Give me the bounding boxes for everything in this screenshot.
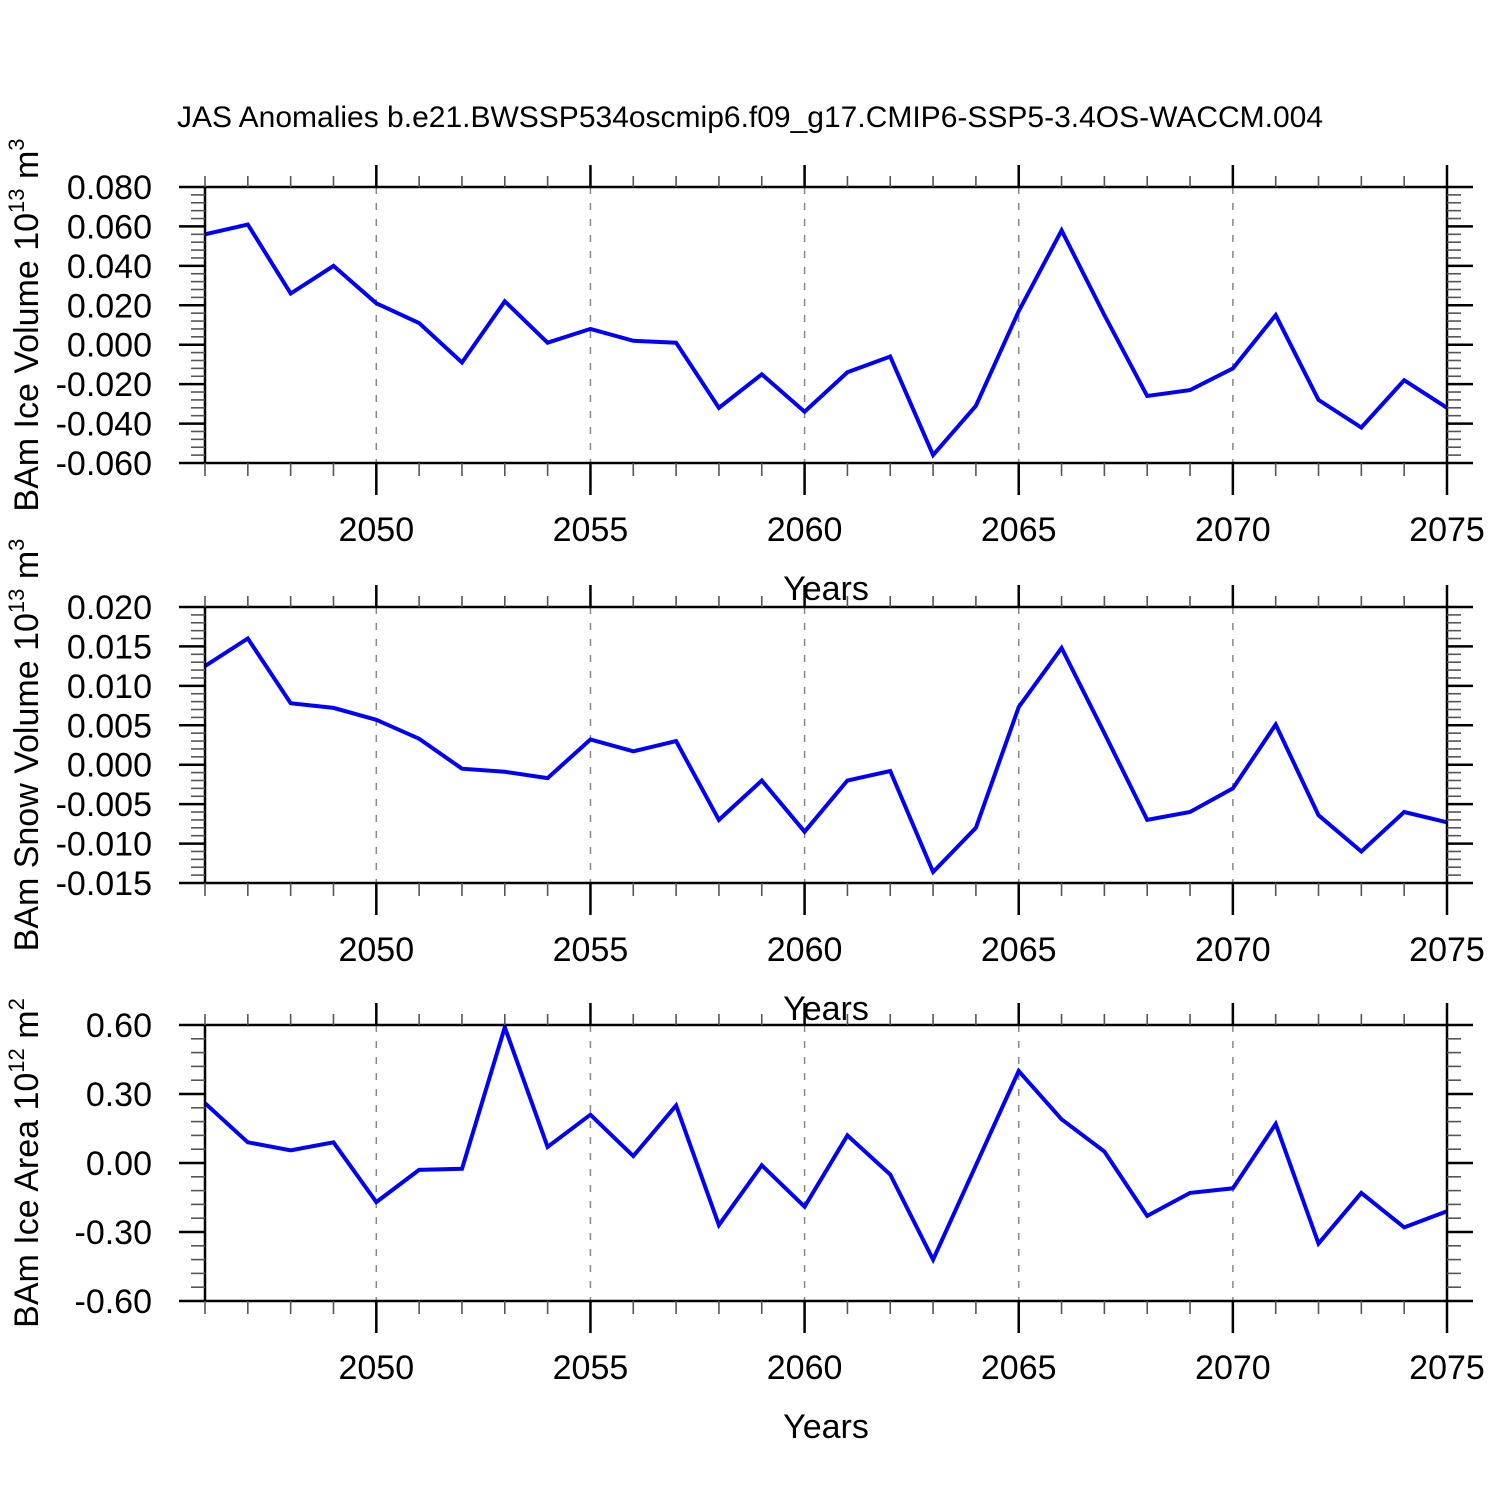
y-tick-label: 0.060 [67,208,152,246]
y-tick-label: -0.30 [75,1214,153,1252]
x-tick-label: 2055 [553,511,629,549]
y-tick-label: 0.015 [67,628,152,666]
y-tick-label: 0.020 [67,287,152,325]
y-tick-label: 0.00 [86,1145,152,1183]
x-axis-title: Years [783,1408,869,1446]
x-tick-label: 2065 [981,511,1057,549]
x-tick-label: 2060 [767,511,843,549]
y-tick-label: 0.60 [86,1007,152,1045]
y-tick-label: 0.000 [67,747,152,785]
x-tick-label: 2070 [1195,511,1271,549]
y-tick-label: -0.060 [56,445,152,483]
x-tick-label: 2060 [767,931,843,969]
y-tick-label: 0.010 [67,668,152,706]
y-tick-label: 0.000 [67,327,152,365]
x-tick-label: 2055 [553,931,629,969]
y-tick-label: 0.040 [67,248,152,286]
chart-snow-volume: 0.0200.0150.0100.0050.000-0.005-0.010-0.… [4,539,1485,1028]
chart-ice-volume: 0.0800.0600.0400.0200.000-0.020-0.040-0.… [4,138,1485,608]
x-tick-label: 2070 [1195,931,1271,969]
x-tick-label: 2050 [338,1349,414,1387]
y-tick-label: 0.30 [86,1076,152,1114]
y-tick-label: 0.020 [67,589,152,627]
y-tick-label: -0.60 [75,1283,153,1321]
data-line-snow-volume [203,635,1448,876]
y-tick-label: 0.080 [67,169,152,207]
x-tick-label: 2075 [1409,931,1485,969]
data-line-ice-volume [204,222,1449,459]
x-axis-title: Years [783,990,869,1028]
plot-border [203,605,1449,885]
y-axis-title: BAm Ice Area 1012 m2 [4,998,46,1328]
x-tick-label: 2065 [981,1349,1057,1387]
x-tick-label: 2075 [1409,1349,1485,1387]
x-tick-label: 2065 [981,931,1057,969]
y-tick-label: -0.040 [56,406,152,444]
y-tick-label: 0.005 [67,707,152,745]
x-tick-label: 2070 [1195,1349,1271,1387]
chart-ice-area: 0.60 0.30 0.00 -0.30 -0.60 2050 2055 2060 2065 20… [4,998,1485,1446]
y-tick-label: -0.010 [56,826,152,864]
y-axis-title: BAm Snow Volume 1013 m3 [4,539,46,952]
x-tick-label: 2060 [767,1349,843,1387]
y-tick-label: -0.015 [56,865,152,903]
x-axis-title: Years [783,570,869,608]
x-tick-label: 2050 [338,931,414,969]
x-tick-label: 2055 [553,1349,629,1387]
y-tick-label: -0.005 [56,786,152,824]
y-axis-title: BAm Ice Volume 1013 m3 [4,138,46,511]
data-line-ice-area [203,1020,1448,1265]
y-tick-label: -0.020 [56,366,152,404]
x-tick-label: 2075 [1409,511,1485,549]
figure-title: JAS Anomalies b.e21.BWSSP534oscmip6.f09_… [177,101,1323,134]
x-tick-label: 2050 [338,511,414,549]
plot-border [203,185,1449,465]
